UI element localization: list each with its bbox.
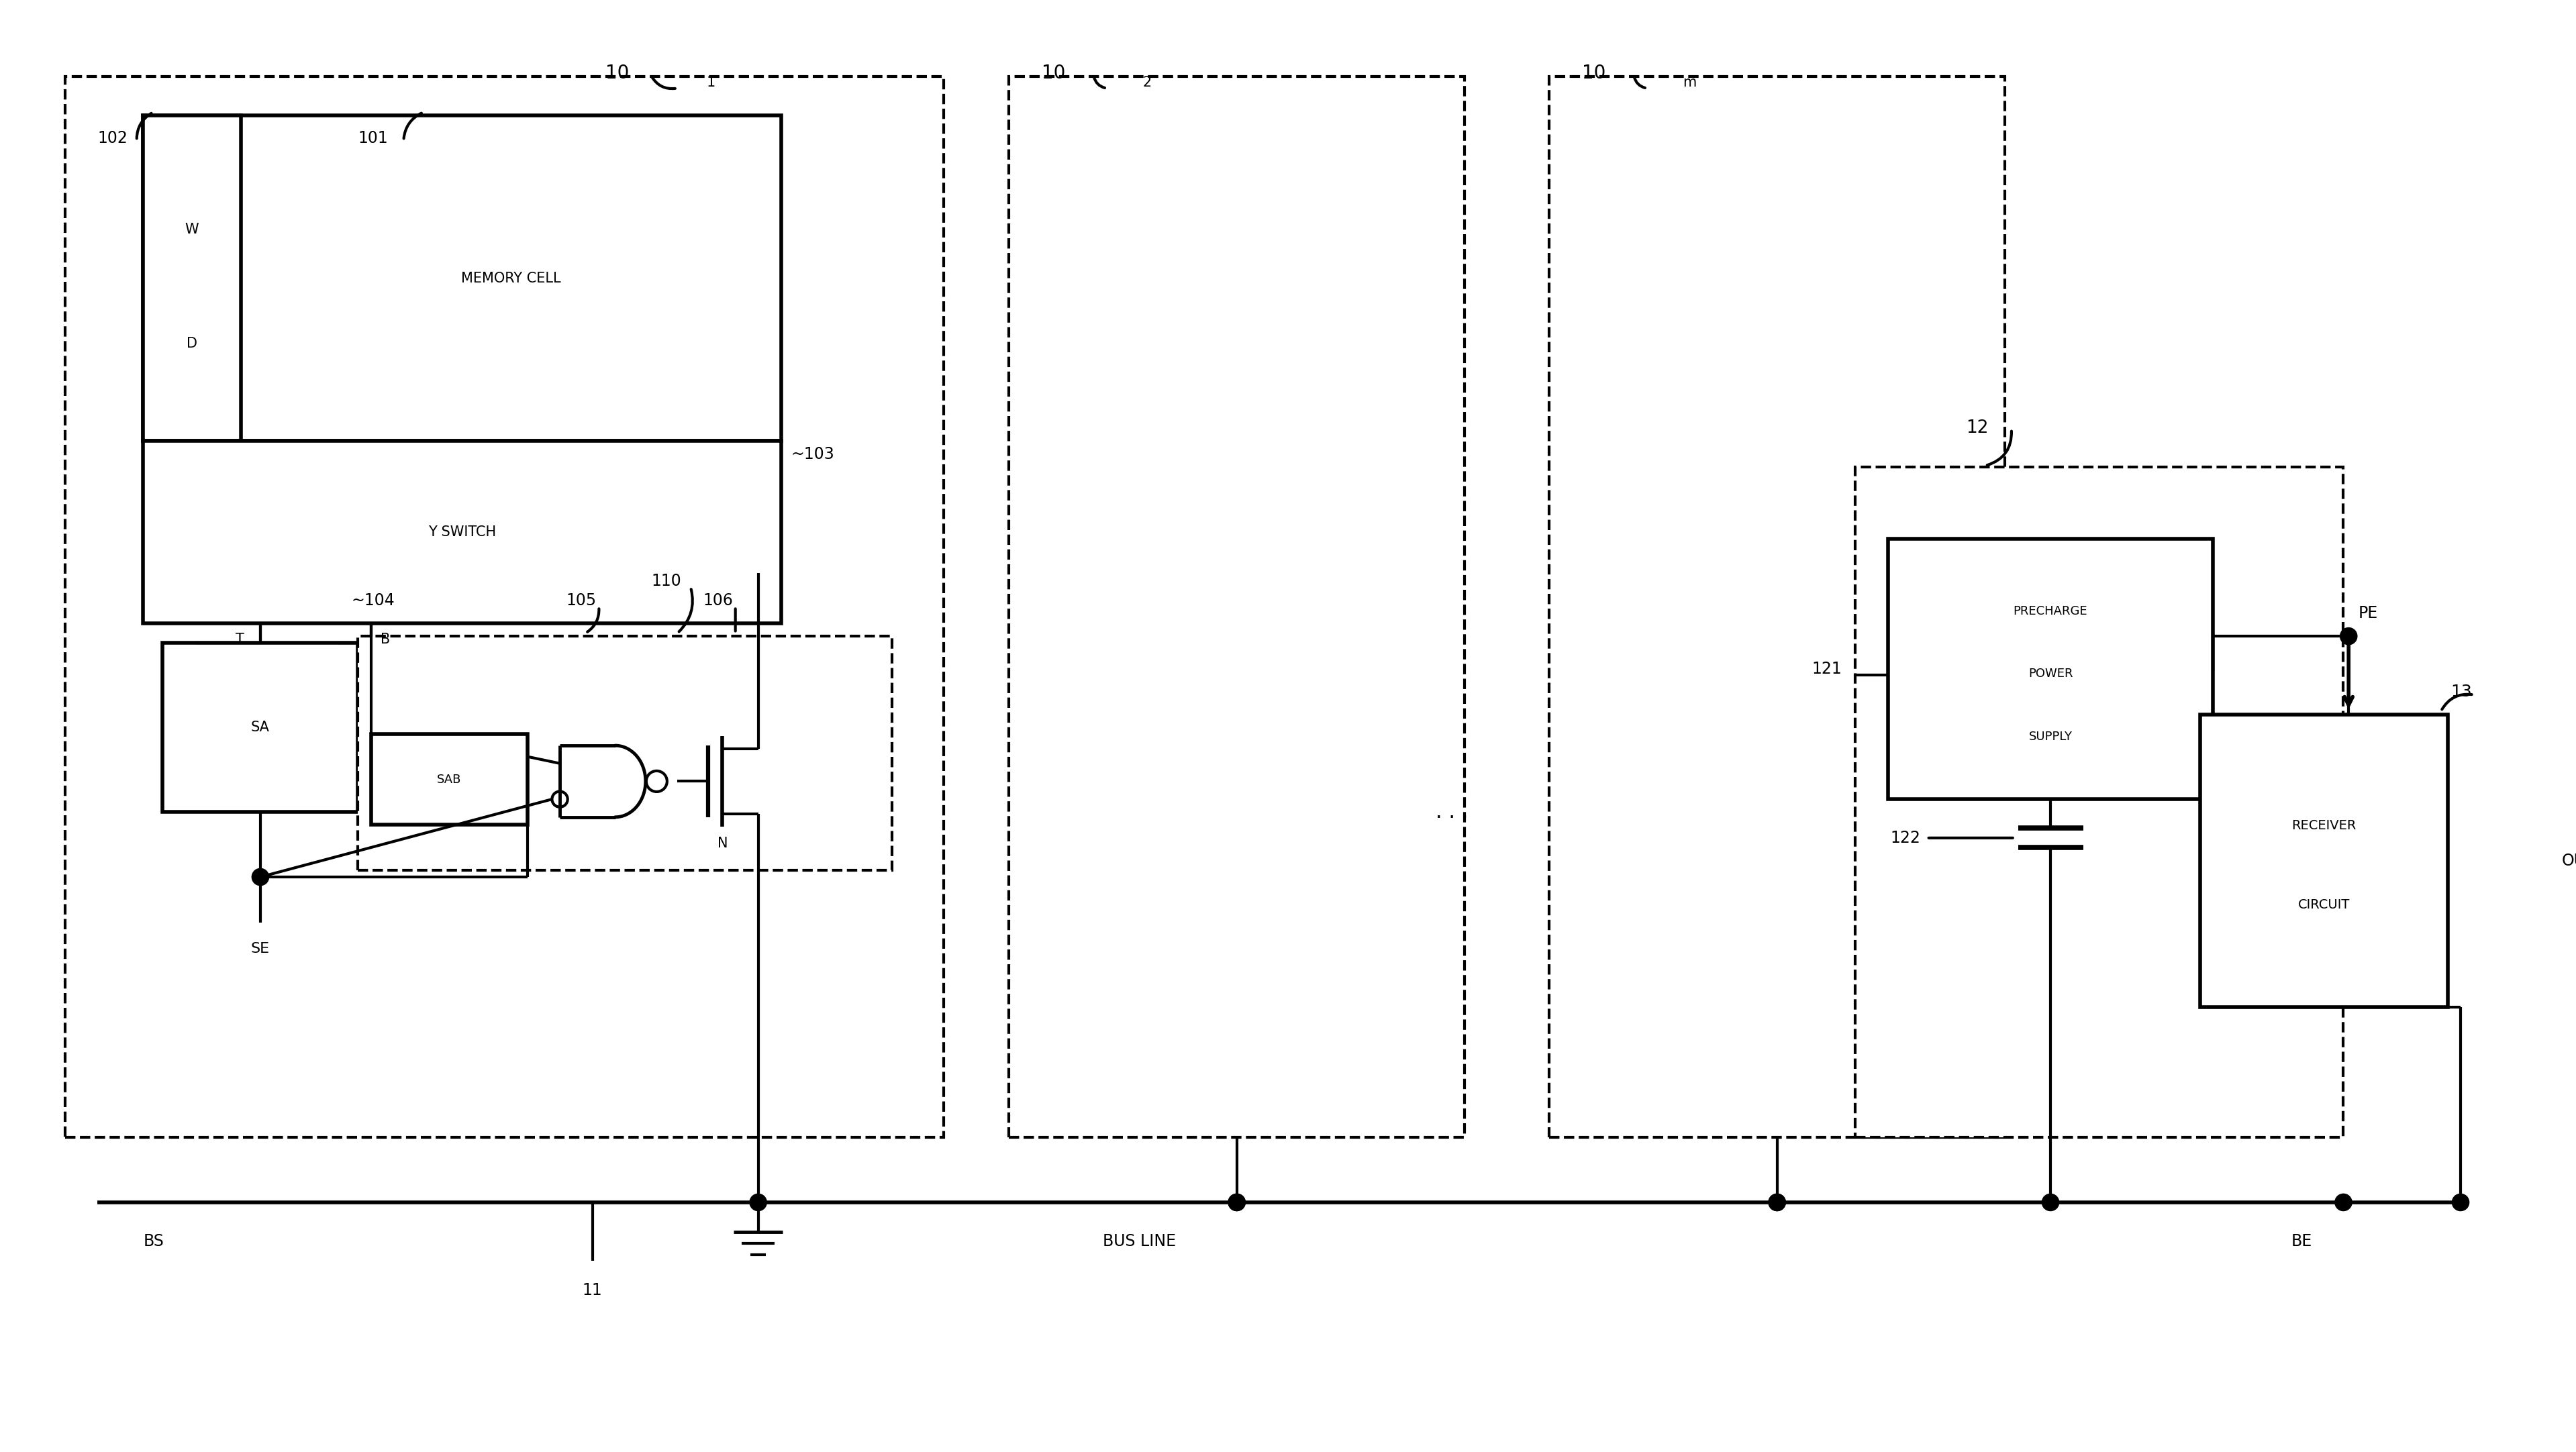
Circle shape [2452,1194,2468,1211]
Text: 110: 110 [652,574,683,590]
Circle shape [2334,1194,2352,1211]
Text: POWER: POWER [2027,668,2074,680]
Text: RECEIVER: RECEIVER [2293,819,2357,832]
Text: CIRCUIT: CIRCUIT [2298,899,2349,910]
Text: 11: 11 [582,1282,603,1298]
Bar [371,733,528,825]
Circle shape [1229,1194,1244,1211]
Text: 101: 101 [358,131,389,147]
Circle shape [252,868,268,886]
Text: m: m [1682,76,1695,90]
Text: N: N [716,836,726,849]
Text: MEMORY CELL: MEMORY CELL [461,272,562,285]
Bar [1888,539,2213,799]
Text: ~103: ~103 [791,446,835,462]
Circle shape [1770,1194,1785,1211]
Text: 10: 10 [1582,64,1605,83]
Text: SAB: SAB [438,774,461,786]
Text: SE: SE [250,942,270,955]
Bar [1548,77,2004,1137]
Text: 106: 106 [703,592,734,608]
Bar [1855,468,2344,1137]
Bar [144,441,781,623]
Text: W: W [185,222,198,237]
Text: 10: 10 [1041,64,1066,83]
Circle shape [2043,1194,2058,1211]
Bar [358,636,891,870]
Text: T: T [234,633,245,646]
Text: 122: 122 [1891,831,1919,847]
Text: 102: 102 [98,131,129,147]
Bar [144,116,240,441]
Bar [1010,77,1466,1137]
Bar [64,77,943,1137]
Text: SA: SA [250,720,270,735]
Text: 121: 121 [1811,661,1842,677]
Text: BE: BE [2290,1233,2313,1249]
Text: 13: 13 [2450,684,2473,700]
Text: 2: 2 [1141,76,1151,90]
Text: D: D [185,337,198,350]
Text: SUPPLY: SUPPLY [2030,730,2071,742]
Bar [162,643,358,812]
Circle shape [1770,1194,1785,1211]
Text: PE: PE [2360,605,2378,621]
Text: 10: 10 [605,64,629,83]
Text: 1: 1 [706,76,716,90]
Text: BUS LINE: BUS LINE [1103,1233,1175,1249]
Text: OUT: OUT [2561,852,2576,868]
Text: PRECHARGE: PRECHARGE [2014,605,2087,617]
Text: . . .: . . . [1435,802,1468,822]
Circle shape [1229,1194,1244,1211]
Circle shape [2339,627,2357,645]
Text: B: B [381,633,392,646]
Text: Y SWITCH: Y SWITCH [428,526,497,539]
Text: 12: 12 [1965,420,1989,437]
Text: 105: 105 [567,592,598,608]
Circle shape [750,1194,768,1211]
Bar [2200,714,2447,1008]
Text: ~104: ~104 [350,592,394,608]
Text: BS: BS [144,1233,165,1249]
Bar [144,116,781,441]
